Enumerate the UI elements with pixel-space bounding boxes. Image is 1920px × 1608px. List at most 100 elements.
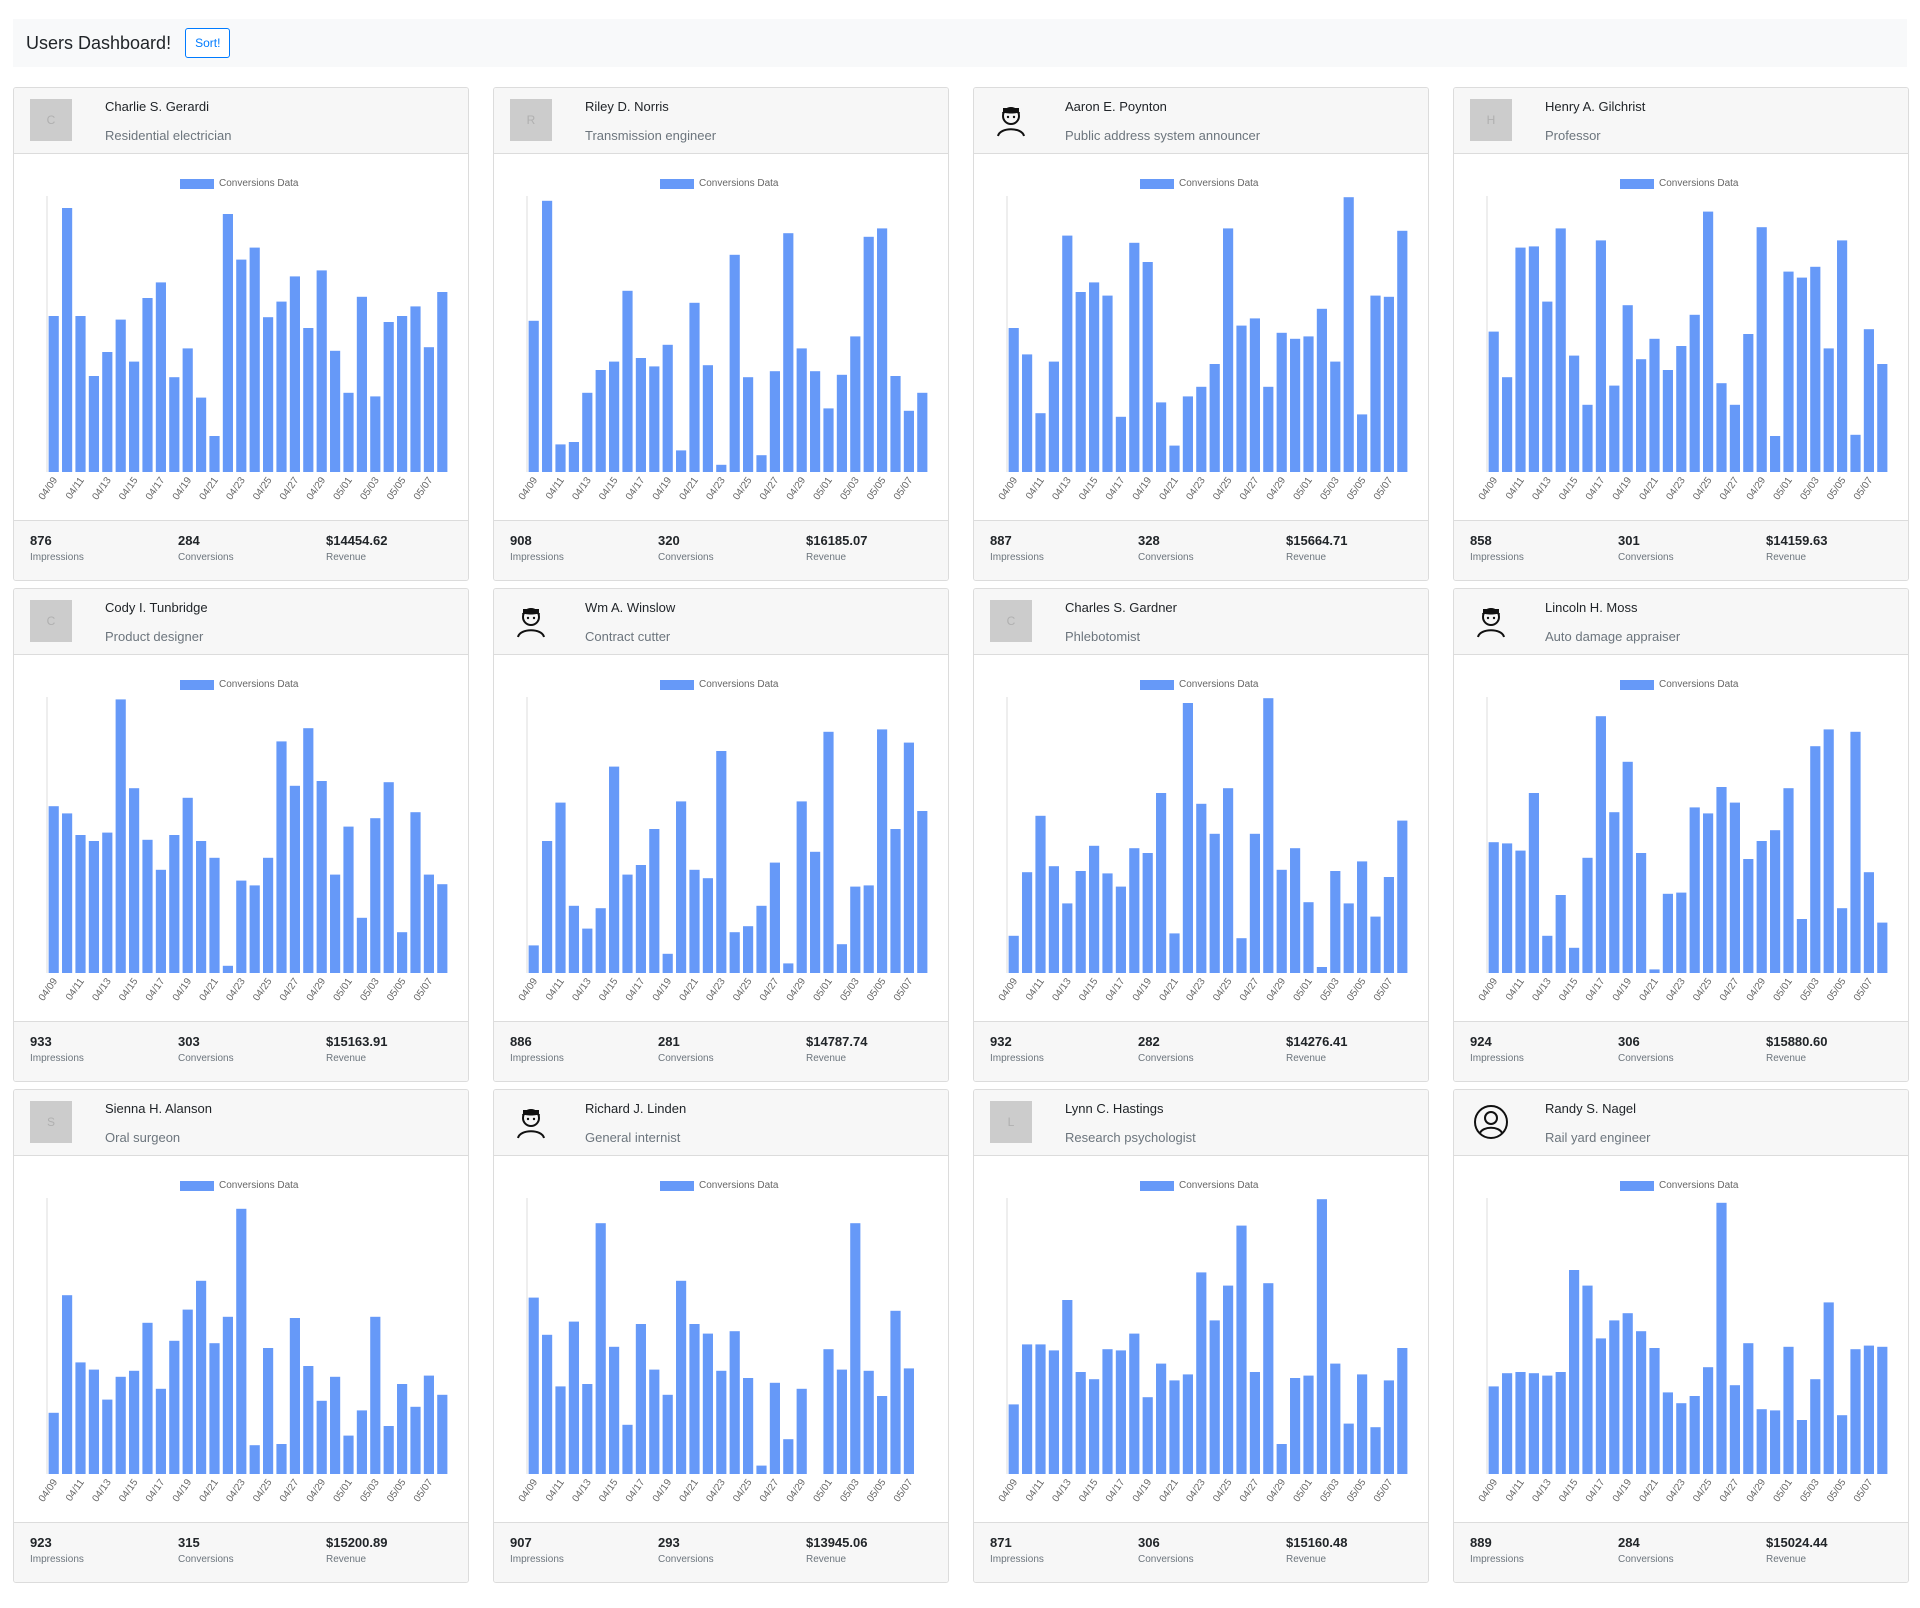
- bar-6[interactable]: [1569, 948, 1579, 973]
- bar-0[interactable]: [1489, 1386, 1499, 1474]
- bar-15[interactable]: [730, 932, 740, 973]
- bar-11[interactable]: [1636, 359, 1646, 472]
- bar-15[interactable]: [1210, 834, 1220, 973]
- bar-25[interactable]: [864, 885, 874, 973]
- bar-13[interactable]: [1663, 1392, 1673, 1474]
- bar-11[interactable]: [676, 801, 686, 973]
- bar-2[interactable]: [555, 803, 565, 973]
- bar-12[interactable]: [209, 1343, 219, 1474]
- bar-23[interactable]: [1797, 278, 1807, 472]
- bar-9[interactable]: [1609, 1320, 1619, 1474]
- bar-27[interactable]: [890, 829, 900, 973]
- bar-5[interactable]: [1556, 895, 1566, 973]
- bar-24[interactable]: [850, 1223, 860, 1474]
- bar-12[interactable]: [1169, 1380, 1179, 1474]
- bar-15[interactable]: [1690, 315, 1700, 472]
- bar-4[interactable]: [582, 1384, 592, 1474]
- bar-1[interactable]: [542, 841, 552, 973]
- bar-27[interactable]: [1370, 917, 1380, 973]
- bar-14[interactable]: [1676, 893, 1686, 973]
- bar-21[interactable]: [1770, 436, 1780, 472]
- bar-14[interactable]: [1676, 1403, 1686, 1474]
- bar-7[interactable]: [1582, 1286, 1592, 1474]
- bar-16[interactable]: [1223, 788, 1233, 973]
- bar-25[interactable]: [864, 1371, 874, 1474]
- bar-8[interactable]: [156, 1389, 166, 1474]
- bar-6[interactable]: [1089, 282, 1099, 472]
- bar-13[interactable]: [1663, 894, 1673, 973]
- bar-11[interactable]: [676, 1281, 686, 1474]
- bar-26[interactable]: [397, 1384, 407, 1474]
- bar-17[interactable]: [756, 455, 766, 472]
- bar-15[interactable]: [1210, 1320, 1220, 1474]
- bar-13[interactable]: [223, 966, 233, 973]
- bar-22[interactable]: [1783, 788, 1793, 973]
- bar-17[interactable]: [276, 302, 286, 472]
- bar-11[interactable]: [1156, 1364, 1166, 1474]
- bar-15[interactable]: [1690, 807, 1700, 973]
- bar-6[interactable]: [609, 362, 619, 472]
- bar-23[interactable]: [837, 375, 847, 472]
- chart-legend[interactable]: Conversions Data: [1620, 178, 1738, 189]
- bar-14[interactable]: [1196, 1272, 1206, 1474]
- bar-10[interactable]: [1623, 1313, 1633, 1474]
- bar-17[interactable]: [276, 741, 286, 973]
- bar-1[interactable]: [62, 208, 72, 472]
- bar-8[interactable]: [1116, 417, 1126, 472]
- bar-26[interactable]: [877, 228, 887, 472]
- bar-6[interactable]: [1569, 1270, 1579, 1474]
- bar-20[interactable]: [317, 781, 327, 973]
- bar-3[interactable]: [569, 906, 579, 973]
- bar-3[interactable]: [1049, 866, 1059, 973]
- bar-29[interactable]: [917, 393, 927, 472]
- bar-28[interactable]: [1864, 329, 1874, 472]
- bar-27[interactable]: [1370, 296, 1380, 472]
- bar-27[interactable]: [1850, 1349, 1860, 1474]
- bar-13[interactable]: [703, 878, 713, 973]
- bar-11[interactable]: [196, 1281, 206, 1474]
- bar-4[interactable]: [1542, 302, 1552, 472]
- chart-legend[interactable]: Conversions Data: [660, 178, 778, 189]
- bar-18[interactable]: [1730, 405, 1740, 472]
- bar-23[interactable]: [837, 944, 847, 973]
- bar-16[interactable]: [1223, 1286, 1233, 1474]
- bar-25[interactable]: [1824, 729, 1834, 973]
- bar-16[interactable]: [263, 317, 273, 472]
- bar-0[interactable]: [1009, 936, 1019, 973]
- bar-29[interactable]: [437, 884, 447, 973]
- bar-7[interactable]: [142, 1323, 152, 1474]
- bar-11[interactable]: [1156, 793, 1166, 973]
- bar-10[interactable]: [1623, 305, 1633, 472]
- bar-25[interactable]: [384, 1426, 394, 1474]
- bar-29[interactable]: [1877, 1347, 1887, 1474]
- bar-20[interactable]: [797, 348, 807, 472]
- bar-21[interactable]: [1290, 1378, 1300, 1474]
- bar-0[interactable]: [529, 321, 539, 472]
- bar-15[interactable]: [250, 885, 260, 973]
- bar-29[interactable]: [1397, 1348, 1407, 1474]
- bar-14[interactable]: [236, 260, 246, 472]
- bar-4[interactable]: [102, 352, 112, 472]
- bar-1[interactable]: [62, 1295, 72, 1474]
- bar-26[interactable]: [1357, 1374, 1367, 1474]
- bar-6[interactable]: [129, 1371, 139, 1474]
- bar-9[interactable]: [1129, 1334, 1139, 1474]
- chart-legend[interactable]: Conversions Data: [1620, 679, 1738, 690]
- bar-13[interactable]: [223, 214, 233, 472]
- chart-legend[interactable]: Conversions Data: [180, 679, 298, 690]
- chart-legend[interactable]: Conversions Data: [180, 1180, 298, 1191]
- bar-0[interactable]: [1489, 332, 1499, 472]
- chart-legend[interactable]: Conversions Data: [1620, 1180, 1738, 1191]
- bar-13[interactable]: [703, 365, 713, 472]
- bar-8[interactable]: [1116, 887, 1126, 973]
- bar-15[interactable]: [250, 248, 260, 472]
- bar-14[interactable]: [236, 1209, 246, 1474]
- bar-16[interactable]: [263, 1348, 273, 1474]
- bar-13[interactable]: [1663, 370, 1673, 472]
- bar-5[interactable]: [116, 1377, 126, 1474]
- bar-24[interactable]: [850, 336, 860, 472]
- bar-20[interactable]: [1757, 227, 1767, 472]
- bar-27[interactable]: [890, 1311, 900, 1474]
- bar-7[interactable]: [622, 1425, 632, 1474]
- bar-17[interactable]: [1716, 787, 1726, 973]
